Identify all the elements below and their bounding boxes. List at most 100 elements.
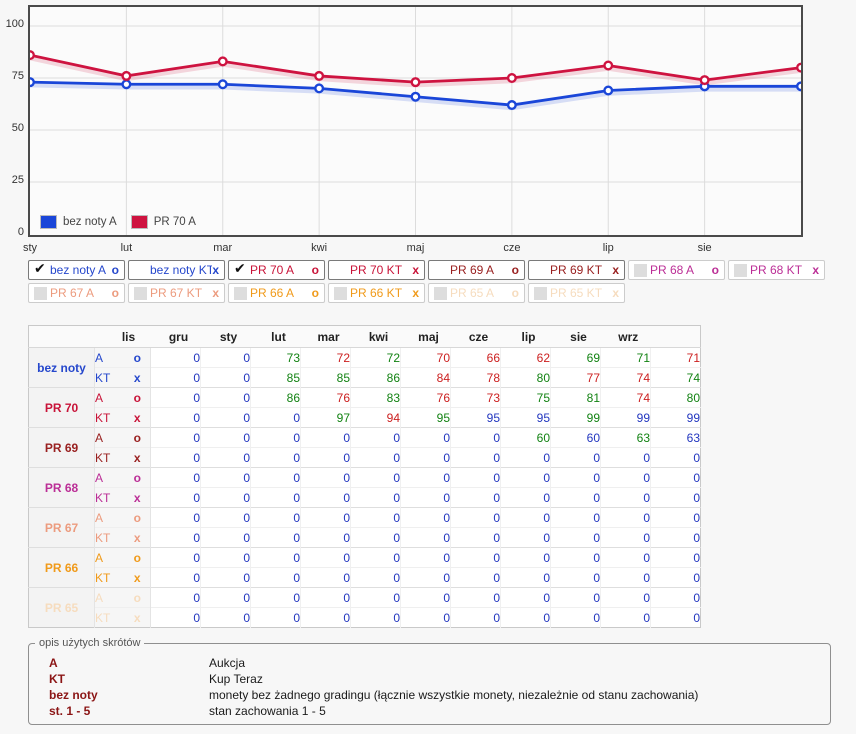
x-axis-tick-label: maj <box>406 242 425 254</box>
filter-button-suffix: o <box>111 286 119 300</box>
value-cell: 95 <box>500 407 551 428</box>
filter-button-pr-70-kt[interactable]: PR 70 KT x <box>328 260 425 280</box>
value-cell: 0 <box>300 447 351 468</box>
value-cell: 0 <box>200 507 251 528</box>
value-cell: 73 <box>450 387 501 408</box>
value-cell: 0 <box>650 527 701 548</box>
abbreviations-title: opis użytych skrótów <box>39 637 141 649</box>
value-cell: 0 <box>400 547 451 568</box>
x-axis-tick-label: mar <box>213 242 233 254</box>
value-cell: 0 <box>450 527 501 548</box>
filter-button-pr-67-a[interactable]: PR 67 A o <box>28 283 125 303</box>
filter-button-label: PR 66 A <box>250 286 295 300</box>
value-cell: 78 <box>450 367 501 388</box>
value-cell: 0 <box>450 567 501 588</box>
group-label-pr-68: PR 68 <box>28 467 95 508</box>
filter-button-suffix: x <box>612 286 619 300</box>
value-cell: 66 <box>450 347 501 368</box>
value-cell: 0 <box>350 547 401 568</box>
value-cell: 86 <box>350 367 401 388</box>
value-cell: 0 <box>300 567 351 588</box>
data-point-pr-70-a <box>121 70 132 81</box>
table-header-month-cze: cze <box>469 325 551 348</box>
table-header-empty <box>28 325 95 348</box>
checkbox <box>634 263 647 277</box>
value-cell: 0 <box>200 607 251 628</box>
checkbox <box>334 264 347 277</box>
checkbox <box>134 286 147 300</box>
value-cell: 0 <box>150 587 201 608</box>
row-mark: o <box>124 587 151 608</box>
filter-button-suffix: o <box>111 263 119 277</box>
data-point-pr-70-a <box>217 56 228 67</box>
value-cell: 0 <box>350 587 401 608</box>
checkbox-checked-icon: ✔ <box>234 260 246 276</box>
row-mark: x <box>124 407 151 428</box>
filter-button-pr-65-kt[interactable]: PR 65 KT x <box>528 283 625 303</box>
value-cell: 0 <box>300 427 351 448</box>
value-cell: 0 <box>300 587 351 608</box>
value-cell: 0 <box>250 407 301 428</box>
row-mark: o <box>124 507 151 528</box>
data-point-bez-noty-a <box>796 81 801 92</box>
value-cell: 0 <box>650 467 701 488</box>
value-cell: 0 <box>350 507 401 528</box>
filter-button-pr-69-a[interactable]: PR 69 A o <box>428 260 525 280</box>
filter-button-pr-67-kt[interactable]: PR 67 KT x <box>128 283 225 303</box>
value-cell: 0 <box>300 547 351 568</box>
filter-button-pr-69-kt[interactable]: PR 69 KT x <box>528 260 625 280</box>
value-cell: 0 <box>500 447 551 468</box>
filter-button-pr-65-a[interactable]: PR 65 A o <box>428 283 525 303</box>
value-cell: 0 <box>350 607 401 628</box>
filter-button-pr-70-a[interactable]: ✔ PR 70 A o <box>228 260 325 280</box>
abbreviation-term: bez noty <box>49 688 98 702</box>
value-cell: 0 <box>300 487 351 508</box>
value-cell: 80 <box>650 387 701 408</box>
value-cell: 0 <box>500 607 551 628</box>
table-header-empty <box>94 325 125 348</box>
row-mark: x <box>124 527 151 548</box>
value-cell: 86 <box>250 387 301 408</box>
table-header-month-gru: gru <box>169 325 251 348</box>
value-cell: 0 <box>550 487 601 508</box>
value-cell: 76 <box>300 387 351 408</box>
filter-button-suffix: o <box>311 286 319 300</box>
filter-button-bez-noty-kt[interactable]: bez noty KT x <box>128 260 225 280</box>
value-cell: 0 <box>200 427 251 448</box>
filter-button-label: PR 67 A <box>50 286 95 300</box>
value-cell: 0 <box>350 567 401 588</box>
value-cell: 0 <box>650 587 701 608</box>
filter-button-pr-66-kt[interactable]: PR 66 KT x <box>328 283 425 303</box>
filter-button-label: PR 68 KT <box>750 263 803 277</box>
value-cell: 0 <box>600 447 651 468</box>
filter-button-suffix: o <box>511 286 519 300</box>
filter-button-pr-68-a[interactable]: PR 68 A o <box>628 260 725 280</box>
value-cell: 84 <box>400 367 451 388</box>
filter-button-pr-66-a[interactable]: PR 66 A o <box>228 283 325 303</box>
filter-button-bez-noty-a[interactable]: ✔ bez noty A o <box>28 260 125 280</box>
value-cell: 0 <box>150 487 201 508</box>
value-cell: 0 <box>400 447 451 468</box>
table-header-month-lip: lip <box>522 325 601 348</box>
value-cell: 0 <box>400 507 451 528</box>
legend-item-bez-noty-a: bez noty A <box>40 215 117 229</box>
group-label-pr-69: PR 69 <box>28 427 95 468</box>
value-cell: 0 <box>500 487 551 508</box>
filter-button-suffix: x <box>612 263 619 277</box>
row-mark: x <box>124 487 151 508</box>
table-row-pr-70-kt: KT x 0 0 0 97 94 95 95 95 99 99 99 <box>29 407 701 428</box>
value-cell: 0 <box>450 607 501 628</box>
row-tag: KT <box>94 447 125 468</box>
chart-legend: bez noty A PR 70 A <box>40 215 196 229</box>
value-cell: 0 <box>650 507 701 528</box>
filter-button-pr-68-kt[interactable]: PR 68 KT x <box>728 260 825 280</box>
checkbox <box>434 264 447 277</box>
value-cell: 0 <box>150 547 201 568</box>
chart-plot: bez noty A PR 70 A <box>28 5 803 237</box>
row-tag: A <box>94 547 125 568</box>
value-cell: 0 <box>250 587 301 608</box>
